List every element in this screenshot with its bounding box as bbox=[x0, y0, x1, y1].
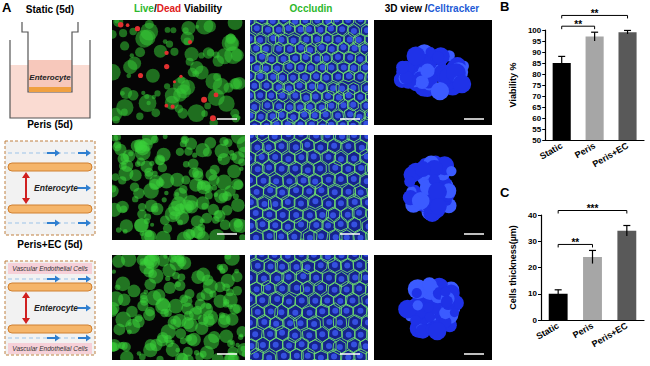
svg-text:Enterocyte: Enterocyte bbox=[34, 303, 78, 313]
svg-text:60: 60 bbox=[532, 114, 541, 123]
svg-text:85: 85 bbox=[532, 59, 541, 68]
svg-text:Static: Static bbox=[534, 321, 560, 342]
svg-text:50: 50 bbox=[532, 136, 541, 145]
svg-text:C: C bbox=[500, 185, 510, 200]
svg-text:Peris: Peris bbox=[571, 321, 595, 341]
svg-text:3D view /Celltracker: 3D view /Celltracker bbox=[385, 3, 480, 14]
svg-text:A: A bbox=[2, 0, 12, 15]
svg-text:Vascular Endothelial Cells: Vascular Endothelial Cells bbox=[12, 265, 88, 272]
svg-text:Live/Dead Viability: Live/Dead Viability bbox=[134, 3, 223, 14]
svg-text:Peris (5d): Peris (5d) bbox=[27, 119, 73, 130]
svg-text:Vascular Endothelial Cells: Vascular Endothelial Cells bbox=[12, 345, 88, 352]
svg-text:Peris: Peris bbox=[573, 141, 597, 161]
svg-text:Cells thickness(µm): Cells thickness(µm) bbox=[508, 225, 518, 310]
svg-text:Enterocyte: Enterocyte bbox=[29, 73, 71, 82]
svg-text:**: ** bbox=[571, 237, 579, 248]
svg-text:Peris+EC: Peris+EC bbox=[591, 140, 631, 169]
svg-text:Peris+EC: Peris+EC bbox=[590, 320, 630, 349]
svg-text:**: ** bbox=[574, 19, 582, 30]
svg-text:Enterocyte: Enterocyte bbox=[34, 183, 78, 193]
svg-text:Occludin: Occludin bbox=[290, 3, 333, 14]
svg-text:75: 75 bbox=[532, 81, 541, 90]
svg-text:100: 100 bbox=[528, 26, 542, 35]
svg-text:95: 95 bbox=[532, 37, 541, 46]
svg-text:80: 80 bbox=[532, 70, 541, 79]
svg-text:90: 90 bbox=[532, 48, 541, 57]
svg-text:40: 40 bbox=[528, 211, 537, 220]
svg-text:20: 20 bbox=[528, 263, 537, 272]
svg-text:70: 70 bbox=[532, 92, 541, 101]
svg-text:65: 65 bbox=[532, 103, 541, 112]
svg-text:0: 0 bbox=[533, 316, 538, 325]
svg-text:Peris+EC (5d): Peris+EC (5d) bbox=[17, 239, 82, 250]
svg-text:55: 55 bbox=[532, 125, 541, 134]
svg-text:**: ** bbox=[591, 8, 599, 19]
svg-text:30: 30 bbox=[528, 237, 537, 246]
svg-text:Viability %: Viability % bbox=[508, 63, 518, 108]
svg-text:B: B bbox=[500, 0, 509, 14]
svg-text:Static: Static bbox=[538, 141, 564, 162]
svg-text:Static (5d): Static (5d) bbox=[26, 4, 74, 15]
svg-text:10: 10 bbox=[528, 289, 537, 298]
svg-text:***: *** bbox=[587, 203, 599, 214]
